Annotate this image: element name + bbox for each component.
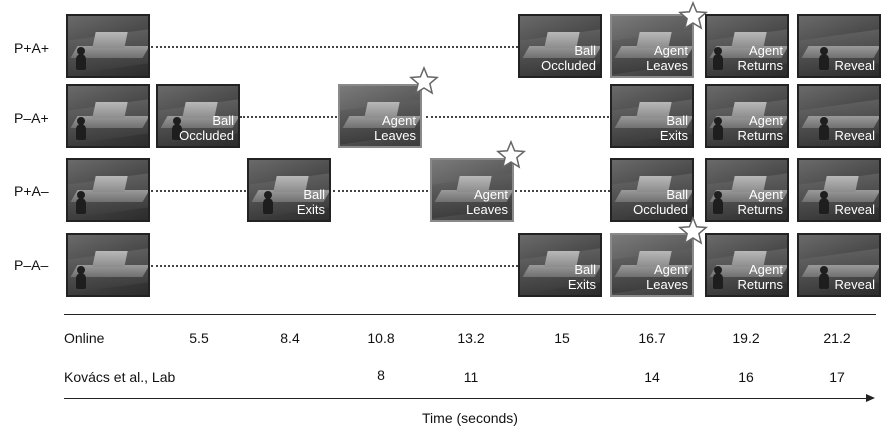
agent-figure-icon xyxy=(819,191,829,214)
agent-figure-icon xyxy=(76,47,86,70)
online-value: 15 xyxy=(554,330,570,346)
frame-caption: Agent Returns xyxy=(737,113,783,143)
timeline-dots-row-4 xyxy=(151,265,518,267)
frame-caption: Reveal xyxy=(834,58,875,73)
frame-caption: Agent Leaves xyxy=(466,187,508,217)
timeline-dots-row-3b xyxy=(333,190,428,192)
frame-caption: Agent Leaves xyxy=(646,43,688,73)
frame-row4-start xyxy=(66,233,150,297)
frame-row1-agent-returns: Agent Returns xyxy=(705,14,789,78)
frame-row3-reveal: Reveal xyxy=(797,158,881,222)
frame-row1-agent-leaves: Agent Leaves xyxy=(610,14,694,78)
timeline-dots-row-3a xyxy=(151,190,246,192)
frame-caption: Agent Leaves xyxy=(646,262,688,292)
online-value: 13.2 xyxy=(457,330,485,346)
online-label: Online xyxy=(64,330,105,346)
frame-row4-ball-exits: Ball Exits xyxy=(518,233,602,297)
agent-figure-icon xyxy=(713,117,723,140)
lab-value: 11 xyxy=(463,369,479,385)
frame-row2-ball-occluded: Ball Occluded xyxy=(156,84,240,148)
star-icon xyxy=(496,140,526,169)
frame-caption: Reveal xyxy=(834,202,875,217)
agent-figure-icon xyxy=(76,117,86,140)
time-axis-line xyxy=(64,398,868,399)
lab-value: 17 xyxy=(829,369,845,385)
timeline-dots-row-2b xyxy=(426,116,609,118)
timeline-dots-row-3c xyxy=(515,190,610,192)
frame-caption: Agent Leaves xyxy=(374,113,416,143)
frame-row2-start xyxy=(66,84,150,148)
frame-caption: Agent Returns xyxy=(737,262,783,292)
row-label-p-minus-a-plus: P–A+ xyxy=(14,110,49,126)
timeline-dots-row-1 xyxy=(151,46,518,48)
row-label-p-plus-a-plus: P+A+ xyxy=(14,40,50,56)
frame-row2-reveal: Reveal xyxy=(797,84,881,148)
frame-row4-agent-returns: Agent Returns xyxy=(705,233,789,297)
agent-figure-icon xyxy=(819,266,829,289)
frame-row3-ball-exits: Ball Exits xyxy=(247,158,331,222)
online-value: 5.5 xyxy=(189,330,209,346)
frame-row1-start xyxy=(66,14,150,78)
online-value: 10.8 xyxy=(367,330,395,346)
online-value: 21.2 xyxy=(823,330,851,346)
frame-caption: Ball Occluded xyxy=(179,113,234,143)
frame-row3-start xyxy=(66,158,150,222)
agent-figure-icon xyxy=(713,47,723,70)
frame-row4-agent-leaves: Agent Leaves xyxy=(610,233,694,297)
frame-row3-agent-returns: Agent Returns xyxy=(705,158,789,222)
frame-caption: Agent Returns xyxy=(737,43,783,73)
star-icon xyxy=(409,66,439,95)
frame-caption: Ball Occluded xyxy=(541,43,596,73)
frame-caption: Ball Occluded xyxy=(633,187,688,217)
row-label-p-minus-a-minus: P–A– xyxy=(14,257,49,273)
agent-figure-icon xyxy=(819,47,829,70)
agent-figure-icon xyxy=(76,191,86,214)
agent-figure-icon xyxy=(819,117,829,140)
timeline-dots-row-2a xyxy=(240,116,337,118)
lab-value: 14 xyxy=(644,369,660,385)
time-axis-label: Time (seconds) xyxy=(422,410,518,426)
agent-figure-icon xyxy=(172,117,182,140)
agent-figure-icon xyxy=(263,191,273,214)
frame-row2-agent-returns: Agent Returns xyxy=(705,84,789,148)
online-value: 16.7 xyxy=(638,330,666,346)
frame-row3-agent-leaves: Agent Leaves xyxy=(430,158,514,222)
time-axis-arrow-icon xyxy=(866,394,875,402)
frame-row1-ball-occluded: Ball Occluded xyxy=(518,14,602,78)
agent-figure-icon xyxy=(713,266,723,289)
online-value: 8.4 xyxy=(280,330,300,346)
frame-caption: Ball Exits xyxy=(296,187,325,217)
frame-row3-ball-occluded: Ball Occluded xyxy=(610,158,694,222)
star-icon xyxy=(678,1,708,30)
frame-caption: Ball Exits xyxy=(659,113,688,143)
agent-figure-icon xyxy=(76,266,86,289)
top-rule xyxy=(64,314,876,315)
frame-row2-ball-exits: Ball Exits xyxy=(610,84,694,148)
online-value: 19.2 xyxy=(732,330,760,346)
frame-caption: Ball Exits xyxy=(567,262,596,292)
frame-caption: Agent Returns xyxy=(737,187,783,217)
frame-row2-agent-leaves: Agent Leaves xyxy=(338,84,422,148)
star-icon xyxy=(678,216,708,245)
agent-figure-icon xyxy=(713,191,723,214)
frame-row1-reveal: Reveal xyxy=(797,14,881,78)
lab-value: 8 xyxy=(377,367,385,383)
frame-caption: Reveal xyxy=(834,277,875,292)
lab-label: Kovács et al., Lab xyxy=(64,369,176,385)
frame-row4-reveal: Reveal xyxy=(797,233,881,297)
row-label-p-plus-a-minus: P+A– xyxy=(14,183,49,199)
lab-value: 16 xyxy=(738,369,754,385)
frame-caption: Reveal xyxy=(834,128,875,143)
